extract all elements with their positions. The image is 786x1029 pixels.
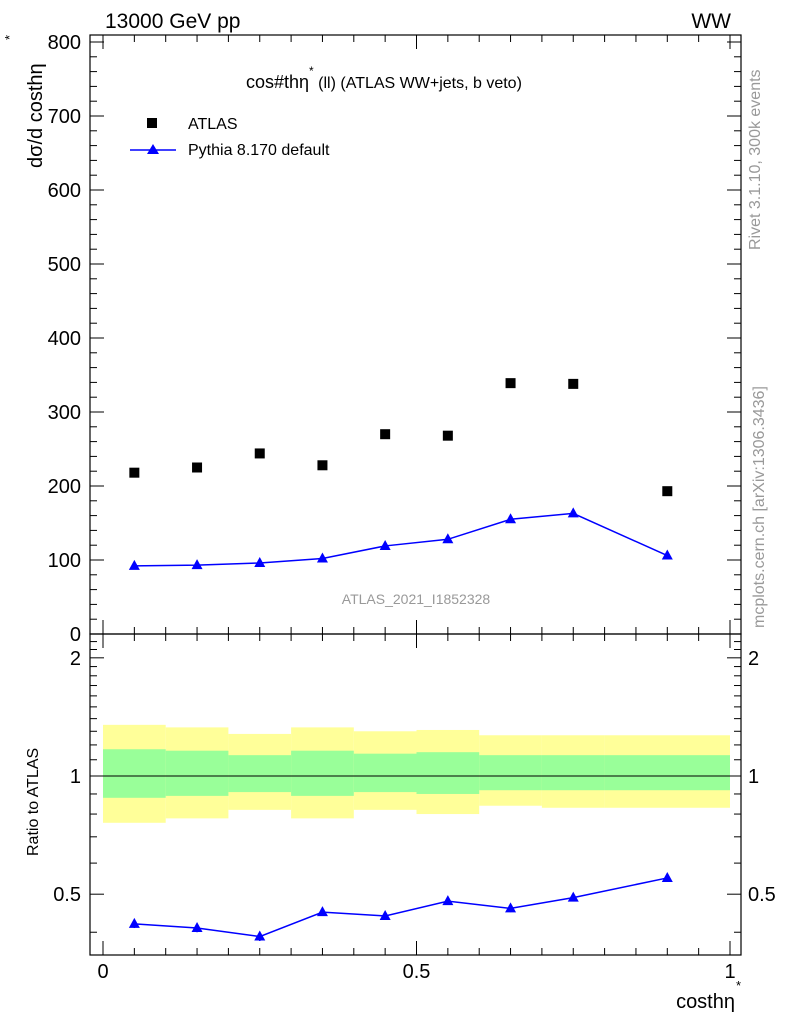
main-pythia-point <box>191 559 203 570</box>
ratio-pythia-point <box>661 871 673 882</box>
main-ytick-label: 0 <box>70 624 81 646</box>
ratio-pythia-point <box>505 902 517 913</box>
ratio-pythia-point <box>442 895 454 906</box>
ratio-ytick-label-right: 2 <box>748 648 759 670</box>
xlabel: costhη <box>676 991 735 1013</box>
ratio-ytick-label: 2 <box>70 648 81 670</box>
ratio-ytick-label: 0.5 <box>53 884 81 906</box>
main-pythia-point <box>442 533 454 544</box>
watermark: ATLAS_2021_I1852328 <box>342 591 491 607</box>
plot-title-main: cos#thη <box>246 72 309 92</box>
ratio-band-stat-bin <box>541 755 605 791</box>
ratio-pythia-point <box>316 906 328 917</box>
main-atlas-point <box>192 462 203 473</box>
main-atlas-point <box>442 430 453 441</box>
main-atlas-point <box>568 378 579 389</box>
ratio-ytick-label-right: 1 <box>748 766 759 788</box>
process-label: WW <box>691 10 731 33</box>
main-atlas-point <box>380 429 391 440</box>
ratio-band-stat-bin <box>291 750 354 796</box>
ratio-band-stat-bin <box>353 753 417 793</box>
mcplots-label: mcplots.cern.ch [arXiv:1306.3436] <box>751 386 768 628</box>
xlabel-text: costhη <box>676 991 735 1013</box>
ratio-frame <box>89 633 742 956</box>
main-pythia-point <box>254 556 266 567</box>
main-pythia-point <box>567 507 579 518</box>
xtick-label: 1 <box>724 961 735 983</box>
main-pythia-point <box>379 539 391 550</box>
ratio-band-stat-bin <box>479 755 542 791</box>
ratio-panel: 0 0.5 1 0.5 0.5 1 1 2 2 <box>53 633 776 983</box>
legend-atlas-label: ATLAS <box>188 116 238 133</box>
legend-atlas-marker <box>147 118 157 128</box>
ratio-pythia-point <box>191 922 203 933</box>
main-atlas-point <box>505 378 516 389</box>
ratio-band-stat-bin <box>604 755 730 791</box>
main-atlas-point <box>254 448 265 459</box>
xtick-label: 0 <box>97 961 108 983</box>
ratio-band-stat-bin <box>228 755 292 793</box>
ratio-ytick-label-right: 0.5 <box>748 884 776 906</box>
main-atlas-point <box>317 460 328 471</box>
main-ylabel-sup: * <box>2 35 17 40</box>
ratio-band-stat-bin <box>103 749 166 798</box>
main-pythia-point <box>661 549 673 560</box>
plot-title: cos#thη* (ll) (ATLAS WW+jets, b veto) <box>246 64 522 92</box>
legend-pythia-marker <box>147 144 159 154</box>
main-ytick-label: 300 <box>48 402 81 424</box>
main-ytick-label: 800 <box>48 32 81 54</box>
main-panel: 0 100 200 300 400 500 600 700 800 <box>48 32 742 646</box>
ratio-pythia-point <box>567 891 579 902</box>
plot-title-rest: (ll) (ATLAS WW+jets, b veto) <box>314 75 522 92</box>
plot-title-sup: * <box>309 64 314 78</box>
ratio-band-stat-bin <box>165 750 229 796</box>
main-ylabel: dσ/d costhη <box>25 63 47 168</box>
ratio-ytick-label: 1 <box>70 766 81 788</box>
main-ytick-label: 200 <box>48 476 81 498</box>
main-ytick-label: 500 <box>48 254 81 276</box>
ratio-series-group <box>128 871 673 941</box>
main-atlas-point <box>662 486 673 497</box>
ratio-pythia-line <box>134 877 668 938</box>
legend: ATLAS Pythia 8.170 default <box>130 116 330 159</box>
ratio-ylabel: Ratio to ATLAS <box>25 748 42 856</box>
main-ytick-label: 600 <box>48 180 81 202</box>
main-ytick-label: 400 <box>48 328 81 350</box>
main-pythia-point <box>128 559 140 570</box>
main-pythia-point <box>505 513 517 524</box>
main-ytick-label: 100 <box>48 550 81 572</box>
main-pythia-line <box>134 512 668 567</box>
xtick-label: 0.5 <box>403 961 431 983</box>
rivet-label: Rivet 3.1.10, 300k events <box>747 69 764 250</box>
ratio-pythia-point <box>128 917 140 928</box>
ratio-pythia-point <box>379 909 391 920</box>
xlabel-sup: * <box>736 978 741 993</box>
energy-label: 13000 GeV pp <box>105 10 240 33</box>
main-ytick-label: 700 <box>48 106 81 128</box>
ratio-pythia-point <box>254 930 266 941</box>
main-ylabel-text: dσ/d costhη <box>25 63 47 168</box>
ratio-band-stat-bin <box>416 752 480 794</box>
main-pythia-point <box>316 552 328 563</box>
legend-pythia-label: Pythia 8.170 default <box>188 142 330 159</box>
main-atlas-point <box>129 467 140 478</box>
